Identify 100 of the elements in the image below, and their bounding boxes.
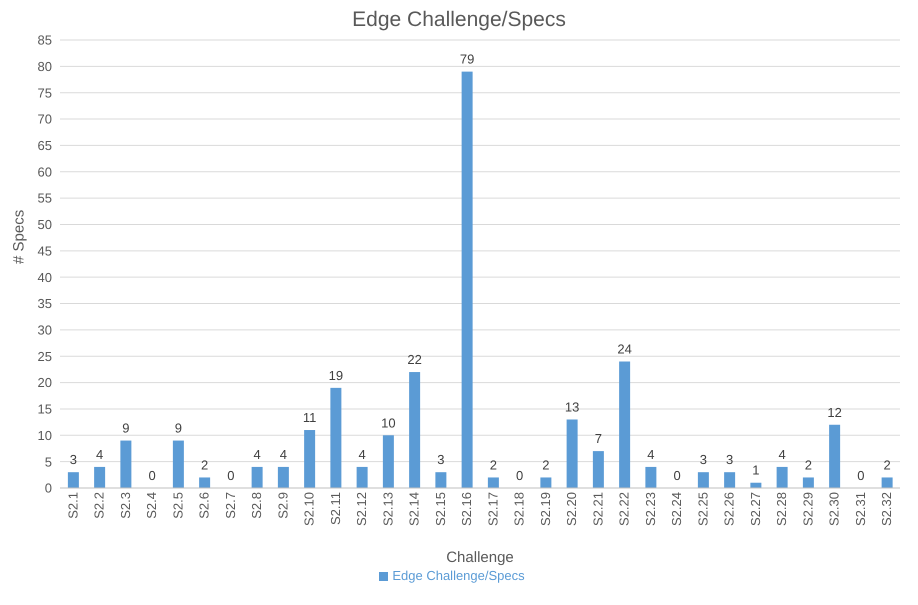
x-tick-label: S2.32 bbox=[879, 492, 894, 526]
bar bbox=[776, 466, 788, 488]
y-tick-label: 15 bbox=[38, 402, 52, 417]
data-label: 0 bbox=[674, 468, 681, 483]
x-tick-label: S2.6 bbox=[196, 492, 212, 519]
y-axis-title: # Specs bbox=[10, 210, 28, 264]
x-tick-label: S2.17 bbox=[485, 492, 500, 526]
y-tick-label: 70 bbox=[38, 112, 52, 127]
x-tick-label: S2.22 bbox=[616, 492, 632, 526]
bar bbox=[829, 424, 840, 488]
data-label: 4 bbox=[647, 446, 654, 462]
data-label: 4 bbox=[280, 446, 287, 462]
x-tick-label: S2.27 bbox=[748, 492, 763, 526]
x-tick-label: S2.30 bbox=[826, 492, 842, 526]
y-tick-label: 60 bbox=[38, 164, 52, 180]
bar bbox=[120, 440, 132, 488]
bar bbox=[488, 477, 499, 488]
data-label: 7 bbox=[594, 431, 602, 446]
data-label: 2 bbox=[884, 457, 891, 472]
bar bbox=[540, 477, 552, 488]
bar bbox=[252, 466, 263, 488]
data-label: 3 bbox=[700, 452, 707, 468]
bar bbox=[750, 482, 762, 488]
bar bbox=[724, 472, 736, 488]
data-label: 9 bbox=[122, 420, 130, 436]
y-tick-label: 80 bbox=[38, 58, 52, 74]
x-tick-label: S2.16 bbox=[459, 492, 474, 526]
bar bbox=[882, 477, 893, 488]
data-label: 79 bbox=[460, 52, 474, 67]
x-tick-label: S2.2 bbox=[92, 492, 107, 519]
data-label: 10 bbox=[381, 415, 396, 430]
bar bbox=[619, 362, 630, 488]
x-tick-label: S2.7 bbox=[222, 492, 238, 519]
data-label: 1 bbox=[752, 462, 760, 478]
x-tick-label: S2.24 bbox=[669, 492, 684, 526]
data-label: 0 bbox=[857, 468, 864, 483]
x-tick-label: S2.25 bbox=[695, 492, 710, 526]
y-tick-label: 50 bbox=[38, 217, 52, 232]
bar bbox=[802, 477, 814, 488]
chart-title: Edge Challenge/Specs bbox=[351, 8, 567, 32]
data-label: 19 bbox=[328, 368, 344, 383]
bar bbox=[592, 451, 604, 488]
bar bbox=[382, 435, 394, 488]
data-label: 24 bbox=[617, 342, 632, 357]
x-tick-label: S2.5 bbox=[170, 492, 186, 519]
data-label: 12 bbox=[827, 404, 842, 420]
y-tick-label: 55 bbox=[38, 190, 52, 206]
bar bbox=[435, 472, 446, 488]
data-label: 2 bbox=[201, 457, 208, 472]
data-label: 3 bbox=[70, 452, 77, 468]
data-label: 11 bbox=[302, 410, 316, 426]
x-tick-label: S2.10 bbox=[302, 492, 317, 526]
legend-label: Edge Challenge/Specs bbox=[392, 568, 525, 583]
x-tick-label: S2.20 bbox=[564, 492, 580, 526]
y-tick-label: 30 bbox=[38, 322, 52, 338]
x-tick-label: S2.8 bbox=[249, 492, 264, 519]
data-label: 2 bbox=[490, 457, 497, 472]
bar bbox=[278, 466, 289, 488]
data-label: 2 bbox=[804, 457, 812, 472]
y-tick-label: 5 bbox=[44, 454, 52, 470]
bar bbox=[68, 472, 79, 488]
x-tick-label: S2.1 bbox=[65, 492, 80, 519]
data-label: 9 bbox=[174, 420, 182, 436]
bar bbox=[356, 466, 368, 488]
x-tick-label: S2.9 bbox=[275, 492, 290, 519]
x-tick-label: S2.21 bbox=[590, 492, 606, 526]
y-tick-label: 35 bbox=[38, 296, 52, 312]
bar bbox=[462, 72, 473, 488]
data-label: 3 bbox=[726, 452, 734, 468]
y-tick-label: 0 bbox=[44, 480, 52, 496]
y-tick-label: 85 bbox=[38, 32, 52, 48]
bar bbox=[199, 477, 210, 488]
data-label: 22 bbox=[407, 352, 422, 368]
y-tick-label: 75 bbox=[38, 85, 52, 100]
x-tick-label: S2.11 bbox=[328, 492, 343, 526]
data-label: 4 bbox=[254, 446, 261, 462]
bar bbox=[304, 430, 316, 488]
y-tick-label: 45 bbox=[38, 243, 52, 258]
data-label: 3 bbox=[437, 452, 444, 468]
x-axis-title: Challenge bbox=[446, 549, 514, 566]
data-label: 4 bbox=[96, 446, 104, 462]
x-tick-label: S2.19 bbox=[538, 492, 553, 526]
x-tick-label: S2.15 bbox=[432, 492, 448, 526]
x-tick-label: S2.31 bbox=[852, 492, 868, 526]
y-tick-label: 40 bbox=[38, 270, 52, 285]
bar bbox=[698, 472, 709, 488]
bar bbox=[566, 419, 578, 488]
bar bbox=[409, 372, 420, 488]
x-tick-label: S2.14 bbox=[406, 492, 422, 526]
data-label: 2 bbox=[542, 457, 550, 472]
y-tick-label: 20 bbox=[38, 375, 52, 390]
bar bbox=[94, 466, 106, 488]
x-tick-label: S2.13 bbox=[380, 492, 396, 526]
data-label: 4 bbox=[778, 446, 786, 462]
x-tick-label: S2.3 bbox=[118, 492, 133, 519]
y-tick-label: 25 bbox=[38, 348, 52, 364]
data-label: 0 bbox=[227, 468, 234, 483]
x-tick-label: S2.12 bbox=[354, 492, 370, 526]
data-label: 0 bbox=[148, 468, 156, 483]
x-tick-label: S2.23 bbox=[642, 492, 658, 526]
